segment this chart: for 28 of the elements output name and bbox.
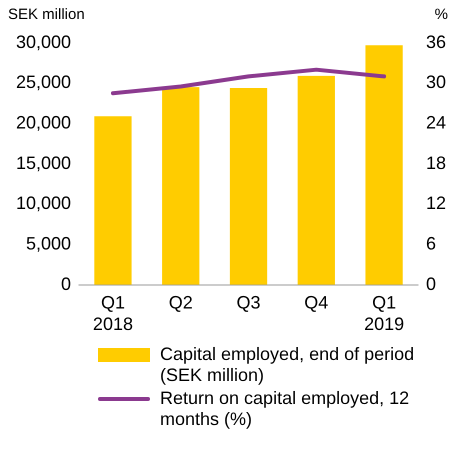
y2-axis-title: % xyxy=(434,6,448,24)
y2-tick-label: 18 xyxy=(426,152,446,173)
y2-tick-label: 30 xyxy=(426,72,446,92)
bar xyxy=(298,76,335,285)
y-axis-title: SEK million xyxy=(8,6,85,24)
y2-tick-label: 12 xyxy=(426,193,446,214)
x-tick-label: Q4 xyxy=(304,292,328,313)
x-tick-label: Q1 2018 xyxy=(92,292,133,334)
bar xyxy=(94,116,132,285)
y-tick-label: 25,000 xyxy=(16,72,72,92)
y-tick-label: 15,000 xyxy=(16,152,72,173)
bar xyxy=(365,45,403,285)
y2-tick-label: 6 xyxy=(426,233,436,254)
x-tick-label: Q2 xyxy=(168,292,193,313)
x-tick-label: Q3 xyxy=(236,292,261,313)
bar xyxy=(230,88,268,285)
y2-tick-label: 0 xyxy=(426,274,436,294)
y-tick-label: 10,000 xyxy=(16,193,72,214)
bar xyxy=(162,87,200,285)
y-tick-label: 20,000 xyxy=(16,112,72,132)
y-tick-label: 30,000 xyxy=(16,32,72,52)
legend-label: Return on capital employed, 12 months (%) xyxy=(160,388,410,430)
y-tick-label: 5,000 xyxy=(26,233,72,254)
x-tick-label: Q1 2019 xyxy=(364,292,404,334)
y2-tick-label: 24 xyxy=(426,112,446,132)
y2-tick-label: 36 xyxy=(426,32,446,52)
y-tick-label: 0 xyxy=(61,274,72,294)
legend-label: Capital employed, end of period (SEK million) xyxy=(160,344,416,386)
